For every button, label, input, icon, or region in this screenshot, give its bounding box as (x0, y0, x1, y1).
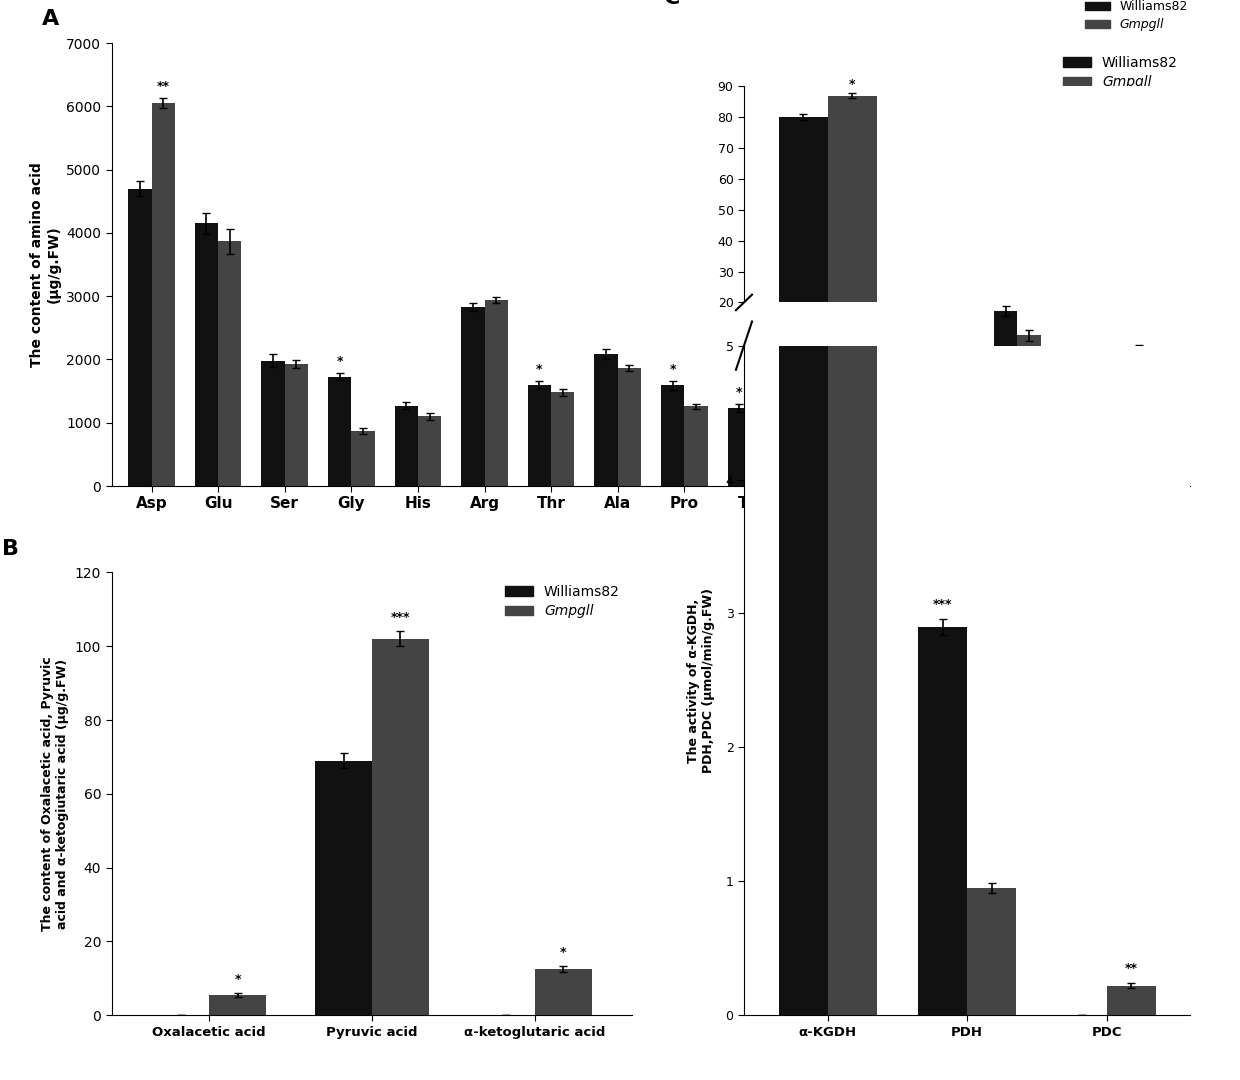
Bar (684, 406, 708, 486)
Bar (779, 118, 828, 364)
Bar (394, 406, 418, 486)
Legend: Williams82, Gmpgll: Williams82, Gmpgll (500, 579, 625, 624)
Text: *: * (336, 354, 343, 367)
Text: C: C (663, 0, 680, 9)
Bar (1151, 360, 1174, 486)
Text: A: A (41, 10, 58, 29)
Bar (779, 0, 828, 1015)
Text: ***: *** (932, 597, 952, 611)
Text: *: * (849, 78, 856, 91)
Bar (661, 386, 684, 486)
Bar (861, 478, 884, 486)
Text: *: * (536, 363, 543, 376)
Bar (967, 361, 1016, 364)
Bar (928, 417, 951, 486)
Text: *: * (670, 363, 676, 376)
Bar (618, 367, 641, 486)
Text: ***: *** (391, 611, 410, 624)
Bar (751, 419, 774, 486)
Text: *: * (234, 973, 241, 986)
Bar (1017, 336, 1040, 486)
Bar (794, 393, 817, 486)
Bar (828, 96, 877, 364)
Bar (534, 969, 591, 1015)
Bar (994, 311, 1017, 486)
Bar (1060, 381, 1084, 486)
Bar (919, 355, 967, 364)
Bar (828, 0, 877, 1015)
Y-axis label: The content of Oxalacetic acid, Pyruvic
acid and α-ketogiutaric acid (μg/g.FW): The content of Oxalacetic acid, Pyruvic … (41, 657, 69, 931)
Legend: Williams82, Gmpgll: Williams82, Gmpgll (1080, 0, 1193, 37)
Bar (151, 104, 175, 486)
Text: **: ** (1125, 962, 1137, 975)
Bar (528, 384, 551, 486)
Bar (315, 760, 372, 1015)
Bar (817, 399, 841, 486)
Bar (218, 241, 242, 486)
Bar (1127, 350, 1151, 486)
Bar (195, 224, 218, 486)
Legend: Williams82, Gmpgll: Williams82, Gmpgll (1058, 50, 1183, 95)
Bar (461, 307, 485, 486)
Bar (210, 995, 267, 1015)
Bar (1106, 986, 1156, 1015)
Bar (485, 300, 508, 486)
Bar (351, 431, 374, 486)
Bar (551, 392, 574, 486)
Text: *: * (737, 387, 743, 400)
Bar (967, 888, 1016, 1015)
Text: **: ** (156, 80, 170, 93)
Text: The activity of α-KGDH,
PDH,PDC (μmol/min/g.FW): The activity of α-KGDH, PDH,PDC (μmol/mi… (687, 588, 714, 773)
Bar (262, 361, 285, 486)
Bar (128, 189, 151, 486)
Bar (418, 417, 441, 486)
Text: B: B (2, 539, 20, 558)
Bar (919, 626, 967, 1015)
Bar (329, 377, 351, 486)
Bar (1084, 389, 1107, 486)
Text: *: * (802, 372, 808, 384)
Text: *: * (1002, 288, 1009, 301)
Text: *: * (1069, 360, 1075, 373)
Bar (951, 420, 973, 486)
Bar (285, 364, 308, 486)
Bar (372, 639, 429, 1015)
Text: *: * (560, 946, 567, 959)
Bar (728, 408, 751, 486)
Bar (594, 354, 618, 486)
Y-axis label: The content of amino acid
(μg/g.FW): The content of amino acid (μg/g.FW) (30, 162, 61, 367)
Bar (884, 481, 908, 486)
